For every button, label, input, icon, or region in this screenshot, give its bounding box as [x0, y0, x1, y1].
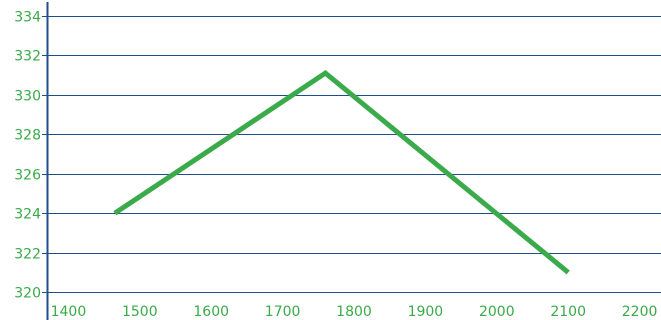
x-tick-label: 2100: [550, 304, 586, 320]
y-tick-label: 330: [14, 89, 41, 105]
y-tick-label: 322: [14, 247, 41, 263]
axes: [42, 2, 49, 320]
gridlines: [47, 16, 661, 293]
y-tick-labels: 320 322 324 326 328 330 332 334: [14, 10, 41, 302]
y-tick-label: 324: [14, 207, 41, 223]
y-tick-label: 332: [14, 49, 41, 65]
x-tick-label: 1400: [51, 304, 87, 320]
x-tick-label: 2200: [622, 304, 658, 320]
x-tick-labels: 1400 1500 1600 1700 1800 1900 2000 2100 2200: [51, 304, 658, 320]
x-tick-label: 1900: [408, 304, 444, 320]
y-tick-label: 326: [14, 168, 41, 184]
y-tick-label: 320: [14, 286, 41, 302]
series-line: [113, 69, 570, 275]
series-layer: [113, 69, 570, 275]
y-tick-label: 328: [14, 128, 41, 144]
x-tick-label: 1500: [122, 304, 158, 320]
x-tick-label: 1800: [336, 304, 372, 320]
y-tick-label: 334: [14, 10, 41, 26]
x-tick-label: 1700: [265, 304, 301, 320]
x-tick-label: 2000: [479, 304, 515, 320]
x-tick-label: 1600: [193, 304, 229, 320]
